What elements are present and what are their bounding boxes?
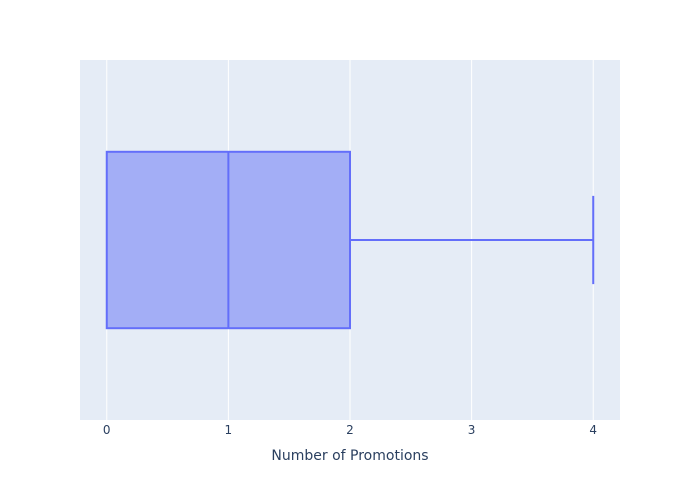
- x-tick-label-0: 0: [103, 423, 111, 437]
- x-tick-label-4: 4: [589, 423, 597, 437]
- x-axis-title: Number of Promotions: [271, 448, 428, 464]
- x-axis-ticks: 0 1 2 3 4: [103, 423, 597, 437]
- x-tick-label-2: 2: [346, 423, 354, 437]
- x-tick-label-3: 3: [468, 423, 476, 437]
- box-layer: [105, 150, 595, 330]
- x-tick-label-1: 1: [225, 423, 233, 437]
